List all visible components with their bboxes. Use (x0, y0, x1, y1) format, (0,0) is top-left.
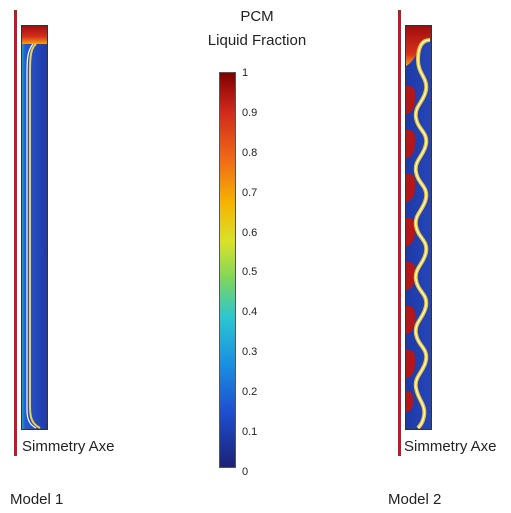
legend-tick-0-3: 0.3 (242, 346, 258, 358)
legend-tick-0-2: 0.2 (242, 386, 258, 398)
legend-title-pcm: PCM (240, 8, 274, 25)
model-2-liquid-fraction-strip (405, 25, 432, 430)
color-scale-bar (219, 72, 236, 468)
model-2-symmetry-axis-line (398, 10, 401, 456)
model-1-contour (22, 26, 47, 429)
legend-tick-1: 1 (242, 67, 249, 79)
model-1-symmetry-axis-line (14, 10, 17, 456)
legend-tick-0-7: 0.7 (242, 187, 258, 199)
model-2-caption: Model 2 (388, 491, 442, 508)
legend-tick-0: 0 (242, 466, 249, 478)
legend-title-liquid-fraction: Liquid Fraction (207, 32, 307, 49)
legend-tick-0-9: 0.9 (242, 107, 258, 119)
model-1-symmetry-axis-label: Simmetry Axe (22, 438, 115, 455)
legend-tick-0-8: 0.8 (242, 147, 258, 159)
legend-tick-0-6: 0.6 (242, 227, 258, 239)
model-2-contour (406, 26, 431, 429)
legend-tick-0-5: 0.5 (242, 266, 258, 278)
model-1-caption: Model 1 (10, 491, 64, 508)
model-1-liquid-fraction-strip (21, 25, 48, 430)
legend-tick-0-1: 0.1 (242, 426, 258, 438)
legend-tick-0-4: 0.4 (242, 306, 258, 318)
model-2-symmetry-axis-label: Simmetry Axe (404, 438, 497, 455)
